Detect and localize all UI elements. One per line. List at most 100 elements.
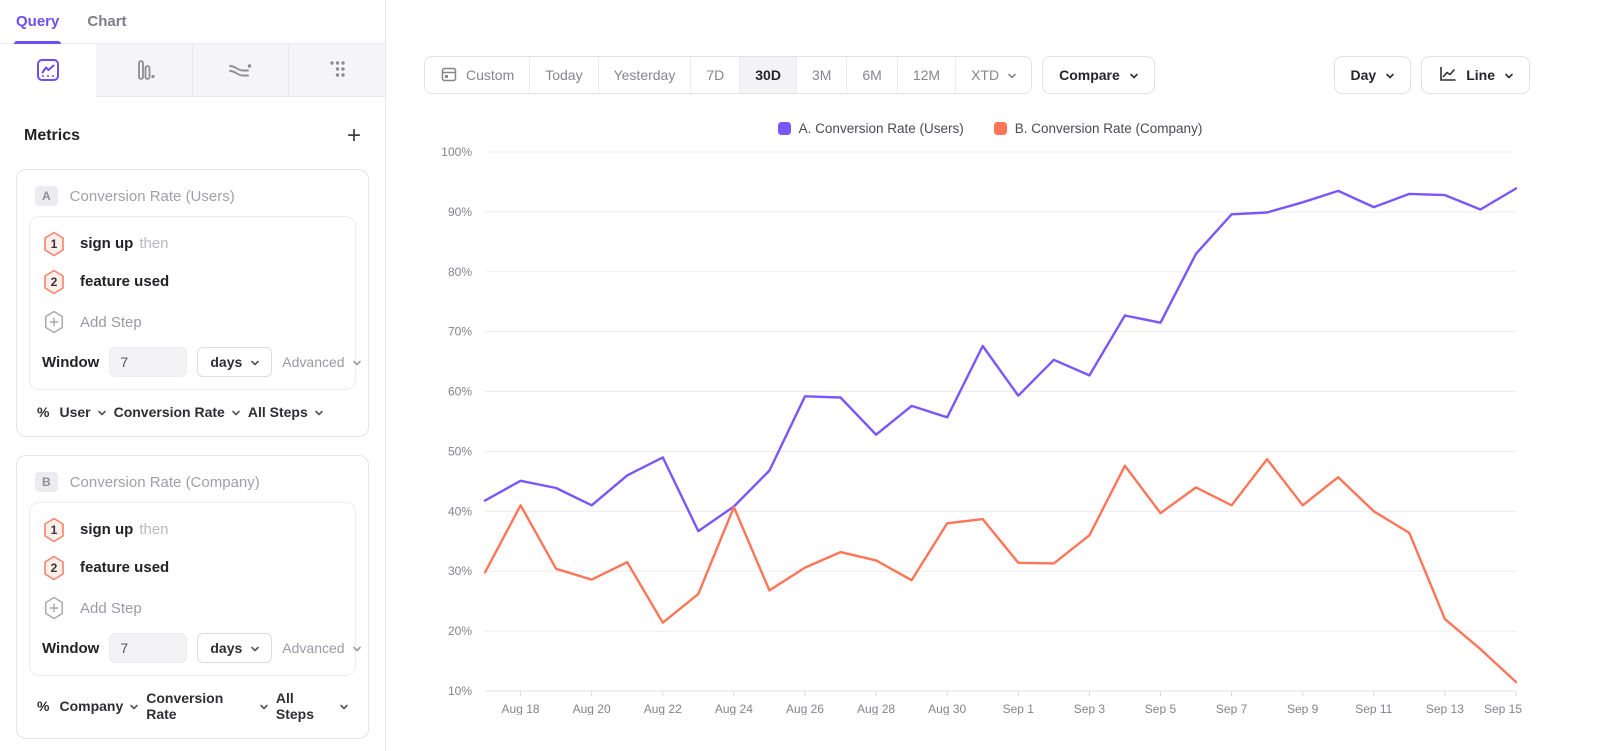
step-then-label: then <box>139 235 169 252</box>
chart-style-button[interactable]: Line <box>1421 56 1530 94</box>
svg-text:Sep 1: Sep 1 <box>1003 702 1035 715</box>
chevron-down-icon <box>250 358 260 367</box>
svg-text:Sep 15: Sep 15 <box>1484 702 1522 715</box>
granularity-button[interactable]: Day <box>1333 56 1412 94</box>
step-event-label[interactable]: sign up <box>80 235 134 252</box>
chevron-down-icon <box>129 702 139 711</box>
window-unit-select[interactable]: days <box>197 633 273 663</box>
add-metric-button[interactable]: + <box>346 122 361 149</box>
metric-card-a: A Conversion Rate (Users) 1 sign up then … <box>16 169 369 437</box>
svg-text:30%: 30% <box>448 564 472 578</box>
series-a-swatch <box>777 122 791 135</box>
advanced-toggle[interactable]: Advanced <box>282 640 362 656</box>
retention-dots-icon <box>324 57 350 83</box>
step-then-label: then <box>139 521 169 538</box>
chart-type-retention[interactable] <box>288 44 385 97</box>
funnel-step[interactable]: 2 feature used <box>40 549 345 587</box>
funnel-step[interactable]: 2 feature used <box>40 263 345 301</box>
svg-text:Sep 13: Sep 13 <box>1426 702 1464 715</box>
svg-text:Sep 7: Sep 7 <box>1216 702 1248 715</box>
svg-text:Sep 3: Sep 3 <box>1074 702 1106 715</box>
funnel-bars-icon <box>131 57 157 83</box>
chevron-down-icon <box>352 358 361 367</box>
svg-text:Aug 28: Aug 28 <box>857 702 895 715</box>
insights-line-icon <box>35 57 61 83</box>
svg-text:50%: 50% <box>448 444 472 458</box>
metric-badge-a: A <box>35 186 58 206</box>
legend-item-b[interactable]: B. Conversion Rate (Company) <box>993 121 1202 136</box>
svg-text:40%: 40% <box>448 504 472 518</box>
svg-text:20%: 20% <box>448 624 472 638</box>
range-7d[interactable]: 7D <box>690 57 740 93</box>
counting-entity-select[interactable]: Company <box>59 698 139 714</box>
chart-type-flow[interactable] <box>191 44 289 97</box>
query-sidebar: Query Chart <box>0 0 386 751</box>
step-event-label[interactable]: feature used <box>80 559 170 576</box>
window-label: Window <box>42 639 100 657</box>
window-value-input[interactable] <box>109 347 188 377</box>
steps-scope-select[interactable]: All Steps <box>248 404 323 420</box>
measure-select[interactable]: Conversion Rate <box>146 690 268 722</box>
step-event-label[interactable]: feature used <box>80 273 170 290</box>
range-xtd[interactable]: XTD <box>955 57 1032 93</box>
legend-item-a[interactable]: A. Conversion Rate (Users) <box>777 121 964 136</box>
range-30d[interactable]: 30D <box>739 57 796 93</box>
svg-text:10%: 10% <box>448 684 472 698</box>
metric-card-b: B Conversion Rate (Company) 1 sign up the… <box>16 455 369 739</box>
calendar-icon <box>440 65 458 86</box>
window-unit-select[interactable]: days <box>197 347 273 377</box>
svg-text:Aug 24: Aug 24 <box>715 702 753 715</box>
svg-text:70%: 70% <box>448 325 472 339</box>
range-yesterday[interactable]: Yesterday <box>597 57 691 93</box>
svg-text:Sep 9: Sep 9 <box>1287 702 1319 715</box>
line-chart-icon <box>1438 65 1457 86</box>
svg-text:Aug 18: Aug 18 <box>502 702 540 715</box>
chevron-down-icon <box>1007 71 1016 80</box>
funnel-step[interactable]: 1 sign up then <box>40 225 345 263</box>
svg-text:Sep 5: Sep 5 <box>1145 702 1177 715</box>
add-step-button[interactable]: Add Step <box>40 301 345 345</box>
svg-text:90%: 90% <box>448 205 472 219</box>
chart-type-funnel[interactable] <box>95 44 192 97</box>
svg-text:Sep 11: Sep 11 <box>1355 702 1392 715</box>
range-today[interactable]: Today <box>529 57 598 93</box>
step-number-badge: 1 <box>42 231 66 257</box>
sidebar-tabbar: Query Chart <box>0 0 385 44</box>
chart-type-insights[interactable] <box>0 44 96 97</box>
chevron-down-icon <box>1385 71 1395 80</box>
measure-select[interactable]: Conversion Rate <box>114 404 240 420</box>
line-chart[interactable]: 100% 90% 80% 70% 60% 50% 40% 30% 20% 10% Aug 18 Aug… <box>420 140 1560 716</box>
step-event-label[interactable]: sign up <box>80 521 134 538</box>
chevron-down-icon <box>259 702 268 711</box>
percent-icon: % <box>37 698 50 714</box>
svg-text:Aug 22: Aug 22 <box>644 702 682 715</box>
counting-entity-select[interactable]: User <box>59 404 106 420</box>
chart-toolbar: Custom Today Yesterday 7D 30D 3M 6M 12M … <box>424 56 1530 94</box>
window-value-input[interactable] <box>109 633 188 663</box>
add-step-button[interactable]: Add Step <box>40 587 345 631</box>
range-12m[interactable]: 12M <box>896 57 956 93</box>
chevron-down-icon <box>339 702 348 711</box>
funnel-step[interactable]: 1 sign up then <box>40 511 345 549</box>
chevron-down-icon <box>314 408 323 417</box>
tab-query[interactable]: Query <box>13 0 62 44</box>
range-3m[interactable]: 3M <box>795 57 847 93</box>
date-range-picker: Custom Today Yesterday 7D 30D 3M 6M 12M … <box>424 56 1033 94</box>
metric-badge-b: B <box>35 472 58 492</box>
tab-chart[interactable]: Chart <box>87 13 127 30</box>
metric-title[interactable]: Conversion Rate (Users) <box>69 187 235 205</box>
chart-type-strip <box>0 44 385 97</box>
step-number-badge: 2 <box>42 555 66 581</box>
chart-legend: A. Conversion Rate (Users) B. Conversion… <box>420 121 1560 136</box>
metric-title[interactable]: Conversion Rate (Company) <box>69 473 260 491</box>
compare-button[interactable]: Compare <box>1042 56 1155 94</box>
steps-scope-select[interactable]: All Steps <box>276 690 348 722</box>
advanced-toggle[interactable]: Advanced <box>282 354 362 370</box>
range-custom[interactable]: Custom <box>425 57 530 93</box>
chevron-down-icon <box>250 644 260 653</box>
metrics-heading: Metrics <box>24 127 81 144</box>
chevron-down-icon <box>97 408 106 417</box>
svg-text:100%: 100% <box>441 145 472 159</box>
range-6m[interactable]: 6M <box>846 57 897 93</box>
